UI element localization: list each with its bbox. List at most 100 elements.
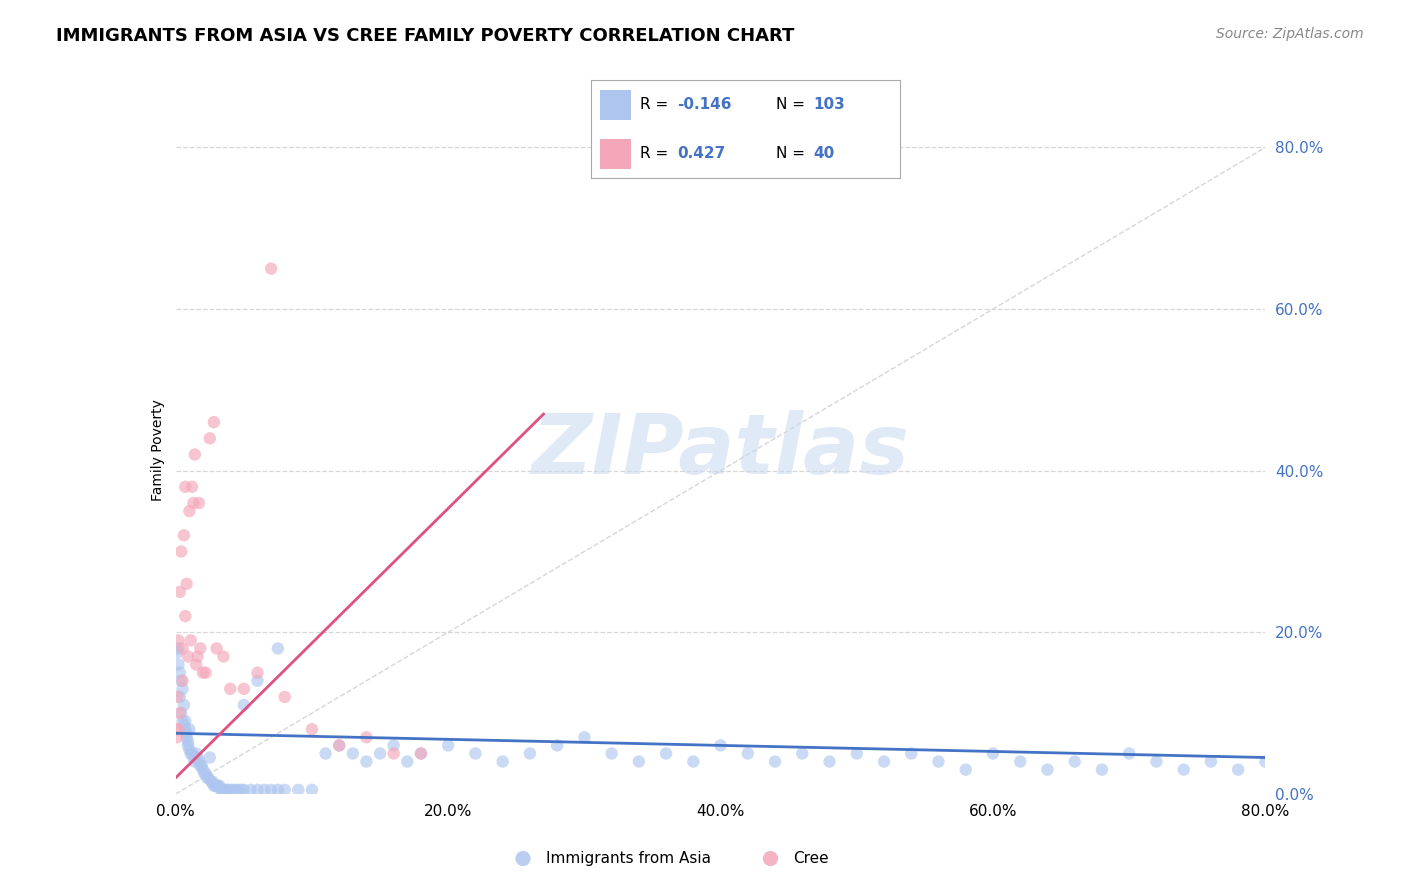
- Point: [219, 681, 242, 696]
- Point: [1063, 755, 1085, 769]
- Point: [328, 739, 350, 753]
- Point: [274, 782, 297, 797]
- Point: [167, 723, 190, 737]
- Text: ZIPatlas: ZIPatlas: [531, 410, 910, 491]
- Point: [174, 714, 197, 728]
- Point: [190, 758, 212, 772]
- Point: [209, 782, 232, 797]
- Point: [183, 750, 205, 764]
- Point: [176, 731, 198, 745]
- Point: [202, 415, 225, 429]
- Point: [167, 633, 190, 648]
- Point: [512, 851, 534, 865]
- Point: [232, 698, 254, 712]
- Point: [1227, 763, 1250, 777]
- Point: [382, 747, 405, 761]
- Point: [166, 690, 188, 704]
- Point: [710, 739, 733, 753]
- Point: [356, 755, 378, 769]
- Y-axis label: Family Poverty: Family Poverty: [150, 400, 165, 501]
- Point: [177, 649, 200, 664]
- Point: [246, 665, 269, 680]
- Point: [169, 585, 191, 599]
- Point: [900, 747, 922, 761]
- Point: [184, 755, 207, 769]
- Point: [177, 734, 200, 748]
- Text: 103: 103: [813, 97, 845, 112]
- Point: [260, 261, 283, 276]
- Point: [368, 747, 391, 761]
- Point: [342, 747, 364, 761]
- Point: [179, 742, 201, 756]
- Point: [173, 528, 195, 542]
- Point: [191, 665, 214, 680]
- Point: [315, 747, 337, 761]
- Point: [184, 448, 207, 462]
- Point: [174, 723, 197, 737]
- Point: [212, 649, 235, 664]
- Point: [253, 782, 276, 797]
- FancyBboxPatch shape: [600, 90, 631, 120]
- Point: [186, 750, 209, 764]
- Point: [191, 763, 214, 777]
- Point: [519, 747, 541, 761]
- Text: -0.146: -0.146: [678, 97, 731, 112]
- Text: IMMIGRANTS FROM ASIA VS CREE FAMILY POVERTY CORRELATION CHART: IMMIGRANTS FROM ASIA VS CREE FAMILY POVE…: [56, 27, 794, 45]
- Text: Cree: Cree: [793, 851, 828, 866]
- Point: [981, 747, 1004, 761]
- Point: [186, 657, 208, 672]
- Point: [205, 641, 228, 656]
- Point: [1199, 755, 1222, 769]
- Point: [176, 726, 198, 740]
- Point: [873, 755, 896, 769]
- Point: [172, 673, 194, 688]
- Point: [955, 763, 977, 777]
- Point: [232, 782, 254, 797]
- Point: [211, 782, 233, 797]
- Point: [167, 657, 190, 672]
- FancyBboxPatch shape: [600, 139, 631, 169]
- Point: [188, 758, 211, 772]
- Point: [170, 673, 193, 688]
- Point: [546, 739, 568, 753]
- Text: N =: N =: [776, 97, 806, 112]
- Point: [166, 645, 188, 659]
- Point: [201, 774, 224, 789]
- Point: [172, 714, 194, 728]
- Point: [1309, 771, 1331, 785]
- Point: [170, 544, 193, 558]
- Point: [219, 782, 242, 797]
- Point: [246, 782, 269, 797]
- Point: [382, 739, 405, 753]
- Point: [1173, 763, 1195, 777]
- Point: [166, 731, 188, 745]
- Point: [928, 755, 950, 769]
- Point: [231, 782, 253, 797]
- Text: N =: N =: [776, 146, 806, 161]
- Point: [246, 673, 269, 688]
- Point: [356, 731, 378, 745]
- Point: [183, 496, 205, 510]
- Point: [1091, 763, 1114, 777]
- Point: [194, 766, 217, 780]
- Point: [1144, 755, 1167, 769]
- Point: [202, 779, 225, 793]
- Point: [212, 782, 235, 797]
- Point: [172, 681, 194, 696]
- Point: [179, 723, 201, 737]
- Point: [1281, 763, 1303, 777]
- Point: [187, 755, 209, 769]
- Point: [170, 706, 193, 720]
- Point: [1118, 747, 1140, 761]
- Point: [169, 665, 191, 680]
- Point: [179, 504, 201, 518]
- Point: [464, 747, 486, 761]
- Point: [193, 766, 215, 780]
- Point: [232, 681, 254, 696]
- Point: [287, 782, 309, 797]
- Point: [195, 771, 218, 785]
- Point: [274, 690, 297, 704]
- Text: Immigrants from Asia: Immigrants from Asia: [546, 851, 710, 866]
- Text: R =: R =: [640, 146, 668, 161]
- Point: [187, 496, 209, 510]
